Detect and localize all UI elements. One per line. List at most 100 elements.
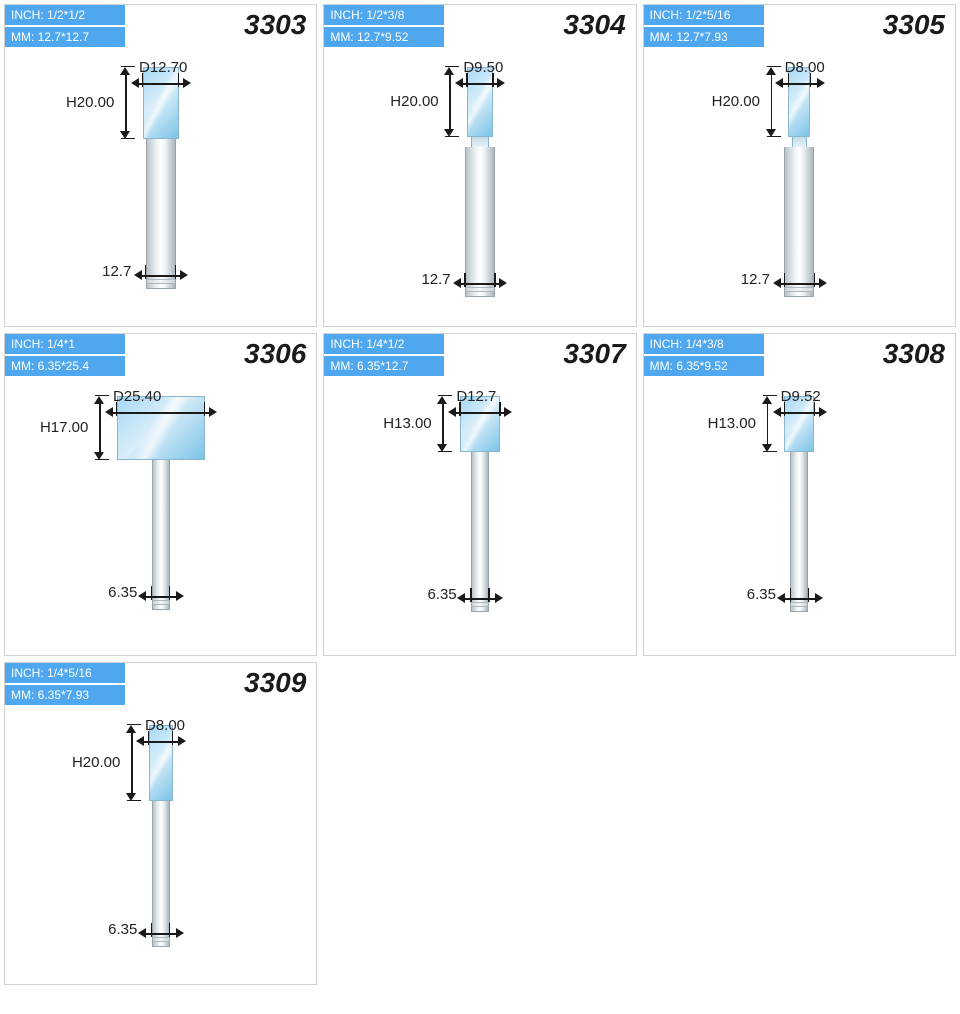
router-bit-icon (784, 396, 814, 612)
tick (445, 136, 459, 137)
router-bit-icon (465, 67, 495, 297)
badge-box: INCH: 1/4*1/2MM: 6.35*12.7 (324, 334, 444, 378)
shank-arrow (777, 594, 823, 604)
sku-label: 3309 (244, 667, 306, 699)
bit-shank (465, 147, 495, 297)
sku-label: 3305 (883, 9, 945, 41)
mm-badge: MM: 6.35*9.52 (644, 356, 764, 376)
tick (438, 395, 452, 396)
tick (178, 73, 179, 87)
tick (151, 923, 152, 937)
sku-label: 3306 (244, 338, 306, 370)
mm-badge: MM: 6.35*12.7 (324, 356, 444, 376)
shank-arrow (453, 279, 507, 289)
tick (499, 402, 500, 416)
tick (438, 451, 452, 452)
tick (127, 800, 141, 801)
h-label: H20.00 (66, 94, 114, 111)
shank-arrow (134, 271, 188, 281)
h-arrow (95, 396, 105, 460)
product-card: INCH: 1/2*5/16MM: 12.7*7.93 3305 D8.00 H20.… (643, 4, 956, 327)
h-label: H20.00 (72, 754, 120, 771)
diagram: D12.7H13.006.35 (324, 386, 635, 655)
h-label: H13.00 (708, 415, 756, 432)
d-label: D8.00 (785, 59, 825, 76)
tick (788, 73, 789, 87)
tick (492, 73, 493, 87)
diagram: D8.00H20.006.35 (5, 715, 316, 984)
shank-label: 6.35 (427, 586, 456, 643)
tick (445, 66, 459, 67)
d-arrow (136, 737, 186, 747)
badge-box: INCH: 1/2*3/8MM: 12.7*9.52 (324, 5, 444, 49)
router-bit-icon (460, 396, 500, 612)
bit-shank (152, 801, 170, 947)
badge-box: INCH: 1/2*5/16MM: 12.7*7.93 (644, 5, 764, 49)
router-bit-icon (117, 396, 205, 610)
bit-shank (471, 452, 489, 612)
h-arrow (438, 396, 448, 452)
bit-head (467, 67, 493, 137)
inch-badge: INCH: 1/2*5/16 (644, 5, 764, 25)
tick (175, 265, 176, 279)
product-card: INCH: 1/2*1/2MM: 12.7*12.73303D12.70H20.… (4, 4, 317, 327)
tick (494, 273, 495, 287)
diagram: D9.52H13.006.35 (644, 386, 955, 655)
sku-label: 3308 (883, 338, 945, 370)
badge-box: INCH: 1/2*1/2MM: 12.7*12.7 (5, 5, 125, 49)
d-arrow (105, 408, 217, 418)
shank-label: 6.35 (108, 921, 137, 972)
product-card: INCH: 1/4*3/8MM: 6.35*9.523308D9.52H13.0… (643, 333, 956, 656)
h-arrow (763, 396, 773, 452)
tick (810, 73, 811, 87)
d-arrow (775, 79, 825, 89)
bit-head (788, 67, 810, 137)
sku-label: 3307 (563, 338, 625, 370)
tick (169, 586, 170, 600)
shank-label: 6.35 (747, 586, 776, 643)
tick (172, 731, 173, 745)
tick (459, 402, 460, 416)
h-label: H13.00 (383, 415, 431, 432)
tick (784, 273, 785, 287)
tick (784, 402, 785, 416)
tick (464, 273, 465, 287)
router-bit-icon (784, 67, 814, 297)
tick (127, 724, 141, 725)
tick (763, 451, 777, 452)
tick (145, 265, 146, 279)
tick (204, 402, 205, 416)
diagram: D8.00 H20.00 12.7 (644, 57, 955, 326)
badge-box: INCH: 1/4*5/16MM: 6.35*7.93 (5, 663, 125, 707)
d-label: D9.50 (463, 59, 503, 76)
inch-badge: INCH: 1/2*1/2 (5, 5, 125, 25)
router-bit-icon (149, 725, 173, 947)
bit-neck (471, 137, 489, 147)
mm-badge: MM: 6.35*7.93 (5, 685, 125, 705)
tick (142, 73, 143, 87)
badge-box: INCH: 1/4*1MM: 6.35*25.4 (5, 334, 125, 378)
diagram: D12.70H20.0012.7 (5, 57, 316, 326)
h-label: H17.00 (40, 419, 88, 436)
tick (814, 273, 815, 287)
product-card: INCH: 1/4*1MM: 6.35*25.43306D25.40H17.00… (4, 333, 317, 656)
shank-label: 12.7 (421, 271, 450, 314)
mm-badge: MM: 6.35*25.4 (5, 356, 125, 376)
d-arrow (773, 408, 827, 418)
shank-label: 6.35 (108, 584, 137, 643)
tick (466, 73, 467, 87)
shank-label: 12.7 (741, 271, 770, 314)
inch-badge: INCH: 1/4*1/2 (324, 334, 444, 354)
shank-arrow (457, 594, 503, 604)
h-label: H20.00 (712, 93, 760, 110)
shank-arrow (773, 279, 827, 289)
tick (488, 588, 489, 602)
inch-badge: INCH: 1/4*1 (5, 334, 125, 354)
h-arrow (767, 67, 777, 137)
bit-neck (792, 137, 807, 147)
d-arrow (455, 79, 505, 89)
tick (121, 138, 135, 139)
tick (121, 66, 135, 67)
inch-badge: INCH: 1/4*5/16 (5, 663, 125, 683)
product-card: INCH: 1/4*5/16MM: 6.35*7.933309D8.00H20.… (4, 662, 317, 985)
